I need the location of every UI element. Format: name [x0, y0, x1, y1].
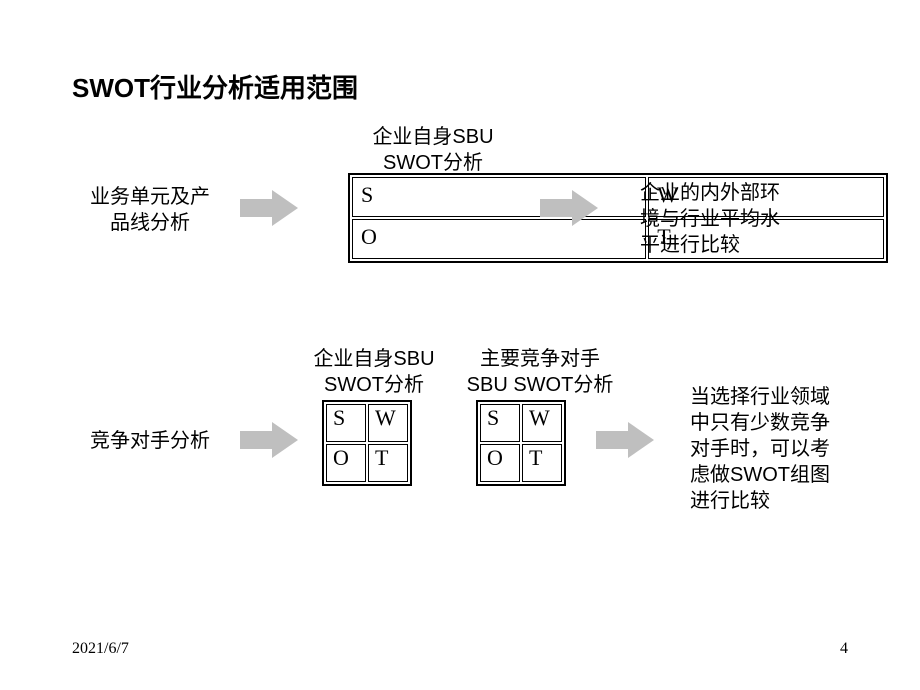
swot-cell-o: O — [352, 219, 646, 259]
arrow-icon — [240, 422, 298, 458]
swot-cell-t: T — [522, 444, 562, 482]
footer-date: 2021/6/7 — [72, 640, 129, 658]
row2-swot-title-1: 企业自身SBUSWOT分析 — [294, 346, 454, 398]
page-title: SWOT行业分析适用范围 — [72, 68, 358, 105]
swot-cell-s: S — [326, 404, 366, 442]
swot-cell-s: S — [480, 404, 520, 442]
row1-swot-title: 企业自身SBUSWOT分析 — [348, 124, 518, 176]
arrow-icon — [540, 190, 598, 226]
swot-cell-w: W — [368, 404, 408, 442]
swot-cell-w: W — [522, 404, 562, 442]
footer-page: 4 — [840, 640, 848, 658]
row2-left-label: 竞争对手分析 — [70, 428, 230, 454]
row2-swot-table-2: S W O T — [476, 400, 566, 486]
swot-cell-o: O — [326, 444, 366, 482]
row2-swot-title-2: 主要竞争对手SBU SWOT分析 — [450, 346, 630, 398]
row1-left-label: 业务单元及产品线分析 — [70, 184, 230, 236]
swot-cell-t: T — [368, 444, 408, 482]
row2-swot-table-1: S W O T — [322, 400, 412, 486]
row2-right-label: 当选择行业领域中只有少数竞争对手时，可以考虑做SWOT组图进行比较 — [690, 384, 860, 514]
arrow-icon — [240, 190, 298, 226]
swot-cell-s: S — [352, 177, 646, 217]
swot-cell-o: O — [480, 444, 520, 482]
arrow-icon — [596, 422, 654, 458]
row1-right-overlay: 企业的内外部环境与行业平均水平进行比较 — [640, 180, 820, 258]
